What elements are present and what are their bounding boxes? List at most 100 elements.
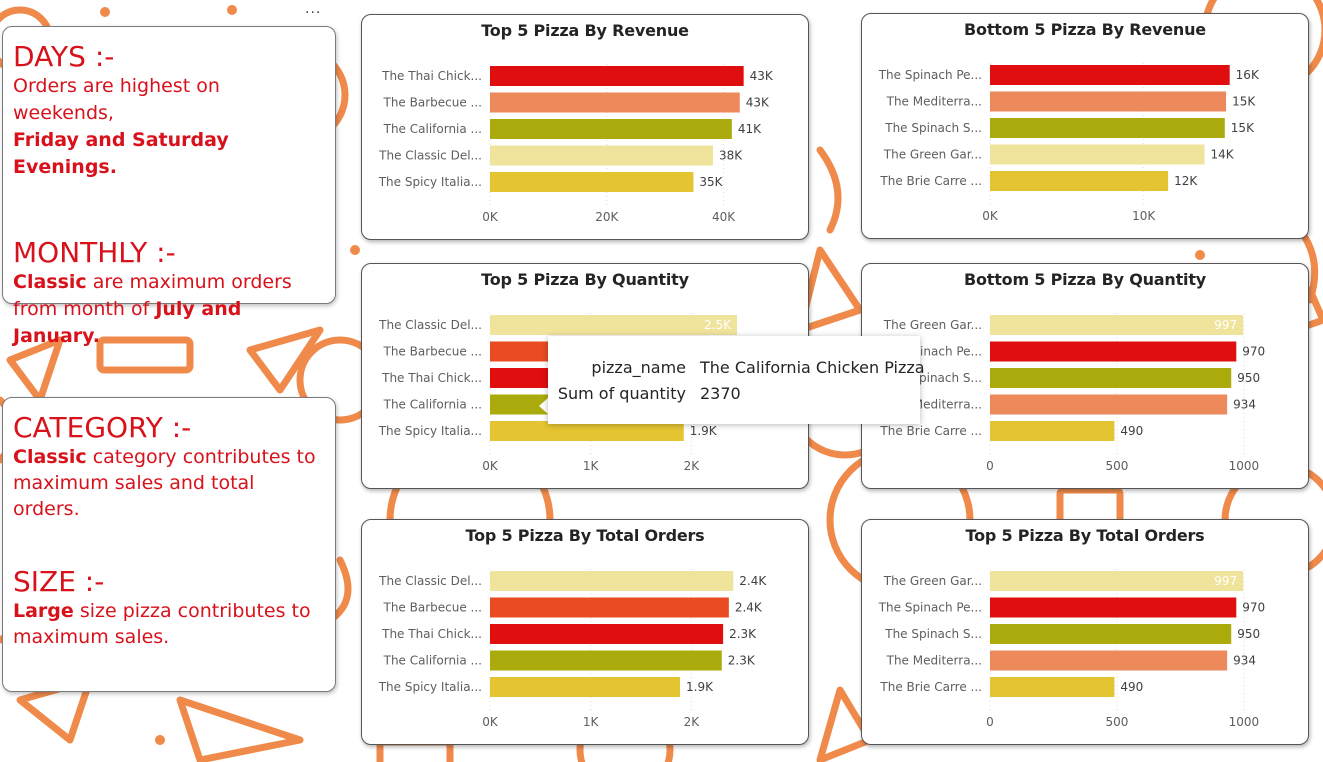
y-category-label: The Spinach Pe... [878,68,982,82]
data-label: 970 [1242,345,1265,359]
insight-text-bold: Friday and Saturday Evenings. [13,129,229,178]
bar[interactable] [490,597,729,618]
bar[interactable] [990,421,1115,441]
bar[interactable] [490,66,744,86]
chart-title: Top 5 Pizza By Total Orders [965,526,1205,545]
bar[interactable] [990,624,1232,644]
y-category-label: The Green Gar... [883,574,982,588]
insight-body: Classic category contributes to maximum … [13,444,325,522]
chart-bottom5-quantity[interactable]: Bottom 5 Pizza By Quantity 0 500 1000 The G… [861,263,1309,489]
y-category-label: The Classic Del... [378,318,482,332]
insight-heading: DAYS :- [13,40,115,73]
data-label: 2.4K [735,601,763,615]
y-category-label: The California ... [383,654,482,668]
data-label: 2.3K [729,627,757,641]
bar[interactable] [990,171,1169,191]
dot-icon [350,245,360,255]
x-tick-label: 0K [482,715,499,729]
bar[interactable] [990,650,1228,671]
bar[interactable] [490,421,684,441]
data-label: 2.5K [704,318,732,332]
y-category-label: The Spicy Italia... [378,680,482,694]
dot-icon [100,7,110,17]
x-tick-label: 500 [1106,715,1129,729]
y-category-label: The Classic Del... [378,149,482,163]
data-label: 1.9K [686,680,714,694]
bar[interactable] [990,91,1227,112]
data-label: 16K [1236,68,1260,82]
bar[interactable] [490,571,734,591]
bar[interactable] [490,92,740,113]
chart-bottom5-total-orders[interactable]: Top 5 Pizza By Total Orders 0 500 1000 The … [861,519,1309,745]
bar[interactable] [490,119,732,139]
bar[interactable] [990,677,1115,697]
x-tick-label: 0K [982,209,999,223]
pizza-slice-icon [246,326,324,394]
insight-category: CATEGORY :- Classic category contributes… [13,412,325,522]
squiggle-icon [816,146,842,234]
y-category-label: The Thai Chick... [381,371,482,385]
data-label: 15K [1231,121,1255,135]
pizza-slice-icon [816,686,874,762]
data-label: 41K [738,122,762,136]
y-category-label: The Spinach S... [884,121,982,135]
bar[interactable] [490,315,737,335]
tooltip-key: Sum of quantity [557,384,686,403]
data-label: 934 [1233,654,1256,668]
data-label: 490 [1120,424,1143,438]
bar[interactable] [990,597,1237,618]
bar[interactable] [990,571,1244,591]
x-tick-label: 0K [482,210,499,224]
data-label: 38K [719,149,743,163]
bar[interactable] [490,650,722,671]
bar[interactable] [990,144,1205,165]
data-label: 997 [1214,574,1237,588]
bar[interactable] [990,65,1230,85]
pizza-slice-icon [176,696,304,762]
pizza-box-icon [376,738,454,762]
bar[interactable] [990,315,1244,335]
insight-text: are maximum orders from month of [13,271,292,320]
x-tick-label: 1000 [1229,715,1260,729]
bar[interactable] [490,145,713,166]
y-category-label: The Spicy Italia... [378,424,482,438]
bar[interactable] [490,677,681,697]
pizza-slice-icon [796,246,864,334]
chart-bottom5-revenue[interactable]: Bottom 5 Pizza By Revenue 0K 10K The Spina… [861,13,1309,239]
y-category-label: The Mediterra... [886,654,982,668]
bar[interactable] [490,172,694,192]
x-tick-label: 1000 [1229,459,1260,473]
more-options-icon[interactable]: ... [305,0,322,17]
chart-title: Top 5 Pizza By Revenue [481,21,689,40]
y-category-label: The Spicy Italia... [378,175,482,189]
bar[interactable] [990,368,1232,388]
insight-body: Large size pizza contributes to maximum … [13,598,325,650]
x-tick-label: 40K [712,210,736,224]
insight-size: SIZE :- Large size pizza contributes to … [13,566,325,650]
bar[interactable] [990,118,1225,138]
bar[interactable] [990,341,1237,362]
bar[interactable] [490,624,724,644]
bar[interactable] [990,394,1228,415]
pizza-box-icon [96,336,194,374]
tooltip-key: pizza_name [591,358,686,377]
insight-text: size pizza contributes to maximum sales. [13,600,311,648]
insight-text-bold: Classic [13,271,87,293]
insight-monthly: MONTHLY :- Classic are maximum orders fr… [13,237,325,350]
y-category-label: The Barbecue ... [383,345,483,359]
bar-chart-plot: 0K 1K 2K The Classic Del... 2.4K The Barbecue… [378,569,767,729]
y-category-label: The Thai Chick... [381,627,482,641]
insight-body: Classic are maximum orders from month of… [13,269,325,350]
chart-top5-revenue[interactable]: Top 5 Pizza By Revenue 0K 20K 40K The Thai … [361,14,809,240]
insight-days: DAYS :- Orders are highest on weekends, … [13,41,325,181]
insight-card-days-monthly: DAYS :- Orders are highest on weekends, … [2,26,336,347]
data-label: 997 [1214,318,1237,332]
data-label: 970 [1242,601,1265,615]
insight-heading: CATEGORY :- [13,411,192,444]
data-label: 490 [1120,680,1143,694]
chart-top5-total-orders[interactable]: Top 5 Pizza By Total Orders 0K 1K 2K The Cl… [361,519,809,745]
bar-chart-plot: 0K 10K The Spinach Pe... 16K The Mediterra..… [878,63,1260,223]
data-label: 950 [1237,371,1260,385]
